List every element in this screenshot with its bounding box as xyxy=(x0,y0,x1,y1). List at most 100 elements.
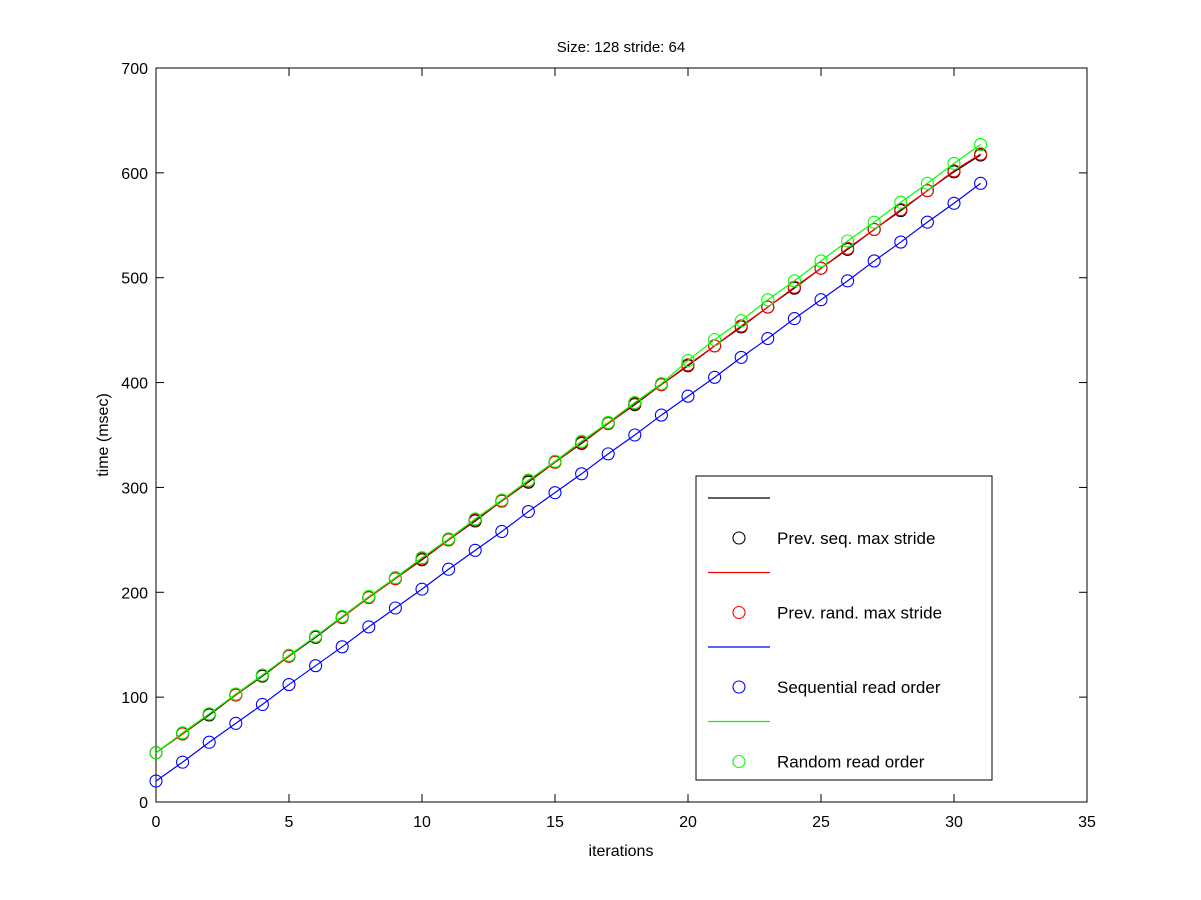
data-point xyxy=(681,358,695,372)
data-point xyxy=(601,447,615,461)
series-line xyxy=(155,182,981,782)
data-point xyxy=(575,467,589,481)
legend-label: Random read order xyxy=(777,753,925,772)
y-tick-label: 0 xyxy=(139,795,148,812)
x-tick-label: 0 xyxy=(152,814,161,831)
legend: Prev. seq. max stride Prev. rand. max str… xyxy=(695,475,993,781)
data-point xyxy=(708,333,722,347)
x-tick-label: 10 xyxy=(413,814,431,831)
data-point xyxy=(947,164,961,178)
data-point xyxy=(575,434,589,448)
chart-title: Size: 128 stride: 64 xyxy=(557,39,685,56)
data-point xyxy=(814,254,828,268)
data-point xyxy=(601,415,615,429)
y-tick-label: 500 xyxy=(121,271,148,288)
data-point xyxy=(894,195,908,209)
data-point xyxy=(388,571,402,585)
data-point xyxy=(947,196,961,210)
legend-marker xyxy=(732,531,746,545)
data-point xyxy=(202,735,216,749)
data-point xyxy=(548,454,562,468)
x-tick-label: 30 xyxy=(945,814,963,831)
data-point xyxy=(176,726,190,740)
data-point xyxy=(867,222,881,237)
data-point xyxy=(335,609,349,623)
data-point xyxy=(149,746,163,760)
y-axis-label: time (msec) xyxy=(95,393,112,477)
x-tick-label: 20 xyxy=(679,814,697,831)
legend-label: Sequential read order xyxy=(777,678,941,697)
data-point xyxy=(309,659,323,673)
data-point xyxy=(681,353,695,368)
data-point xyxy=(468,512,482,526)
data-point xyxy=(521,504,535,519)
data-point xyxy=(974,138,988,152)
data-point xyxy=(229,716,243,730)
data-point xyxy=(841,274,855,288)
y-tick-label: 200 xyxy=(121,585,148,602)
y-tick-label: 100 xyxy=(121,690,148,707)
data-point xyxy=(415,582,429,596)
y-tick-label: 300 xyxy=(121,480,148,497)
data-point xyxy=(787,274,801,288)
data-point xyxy=(681,389,695,403)
data-point xyxy=(867,254,881,268)
data-point xyxy=(761,331,775,346)
x-tick-label: 35 xyxy=(1078,814,1096,831)
legend-label: Prev. seq. max stride xyxy=(777,529,935,548)
data-point xyxy=(521,473,535,487)
y-tick-label: 400 xyxy=(121,376,148,393)
data-point xyxy=(920,184,934,198)
data-point xyxy=(362,589,376,604)
data-point xyxy=(495,493,509,507)
data-point xyxy=(255,697,269,712)
data-point xyxy=(176,755,190,769)
y-tick-label: 600 xyxy=(121,166,148,183)
data-point xyxy=(974,176,988,190)
data-point xyxy=(415,551,429,565)
data-point xyxy=(814,293,828,307)
data-point xyxy=(708,370,722,384)
data-point xyxy=(202,707,216,721)
data-point xyxy=(628,428,642,442)
data-point xyxy=(388,601,402,615)
data-point xyxy=(335,640,349,654)
data-point xyxy=(468,543,482,557)
data-point xyxy=(495,524,509,539)
data-point xyxy=(149,774,163,788)
data-point xyxy=(442,532,456,546)
x-axis-label: iterations xyxy=(589,843,654,860)
data-point xyxy=(841,241,855,255)
data-point xyxy=(947,156,961,170)
data-point xyxy=(920,176,934,190)
data-point xyxy=(867,215,881,229)
data-point xyxy=(548,486,562,500)
legend-label: Prev. rand. max stride xyxy=(777,604,942,623)
legend-marker xyxy=(732,680,746,694)
axis-ticks: 0 5 10 15 20 25 30 35 0 100 200 300 400 500 600 700 xyxy=(121,61,1096,831)
legend-box xyxy=(695,475,993,781)
series-3 xyxy=(149,138,988,760)
data-point xyxy=(654,377,668,391)
data-point xyxy=(282,678,296,692)
data-point xyxy=(814,261,828,275)
legend-marker xyxy=(732,605,746,620)
data-point xyxy=(894,203,908,217)
data-point xyxy=(628,395,642,410)
data-point xyxy=(255,668,269,682)
x-tick-label: 5 xyxy=(285,814,294,831)
data-point xyxy=(894,235,908,249)
x-tick-label: 25 xyxy=(812,814,830,831)
data-point xyxy=(229,687,243,701)
y-tick-label: 700 xyxy=(121,61,148,78)
data-point xyxy=(362,620,376,634)
data-point xyxy=(442,562,456,576)
data-point xyxy=(309,629,323,643)
data-point xyxy=(761,293,775,307)
x-tick-label: 15 xyxy=(546,814,564,831)
data-point xyxy=(841,234,855,248)
data-point xyxy=(654,408,668,422)
data-point xyxy=(787,312,801,326)
data-point xyxy=(282,648,296,662)
